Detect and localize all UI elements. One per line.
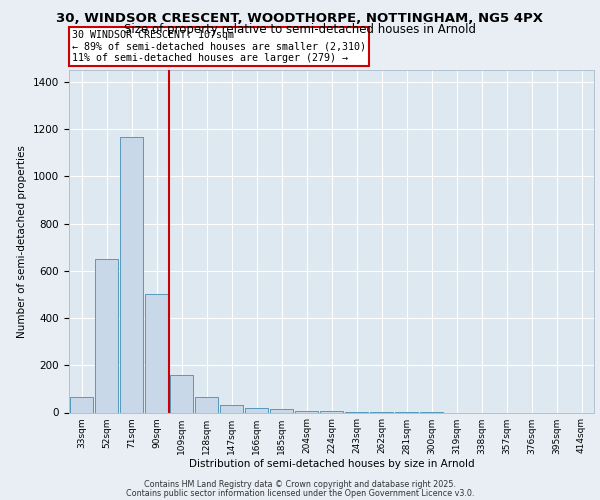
Bar [270,409,293,412]
Bar [145,294,168,412]
Bar [170,374,193,412]
Bar [95,260,118,412]
Bar [245,408,268,412]
Y-axis label: Number of semi-detached properties: Number of semi-detached properties [17,145,28,338]
Text: Size of property relative to semi-detached houses in Arnold: Size of property relative to semi-detach… [124,22,476,36]
Text: Contains public sector information licensed under the Open Government Licence v3: Contains public sector information licen… [126,488,474,498]
Text: Contains HM Land Registry data © Crown copyright and database right 2025.: Contains HM Land Registry data © Crown c… [144,480,456,489]
Text: 30, WINDSOR CRESCENT, WOODTHORPE, NOTTINGHAM, NG5 4PX: 30, WINDSOR CRESCENT, WOODTHORPE, NOTTIN… [56,12,544,26]
Bar [195,397,218,412]
Bar [120,138,143,412]
Bar [70,397,93,412]
Text: 30 WINDSOR CRESCENT: 107sqm
← 89% of semi-detached houses are smaller (2,310)
11: 30 WINDSOR CRESCENT: 107sqm ← 89% of sem… [71,30,365,63]
X-axis label: Distribution of semi-detached houses by size in Arnold: Distribution of semi-detached houses by … [188,460,475,469]
Bar [220,406,243,412]
